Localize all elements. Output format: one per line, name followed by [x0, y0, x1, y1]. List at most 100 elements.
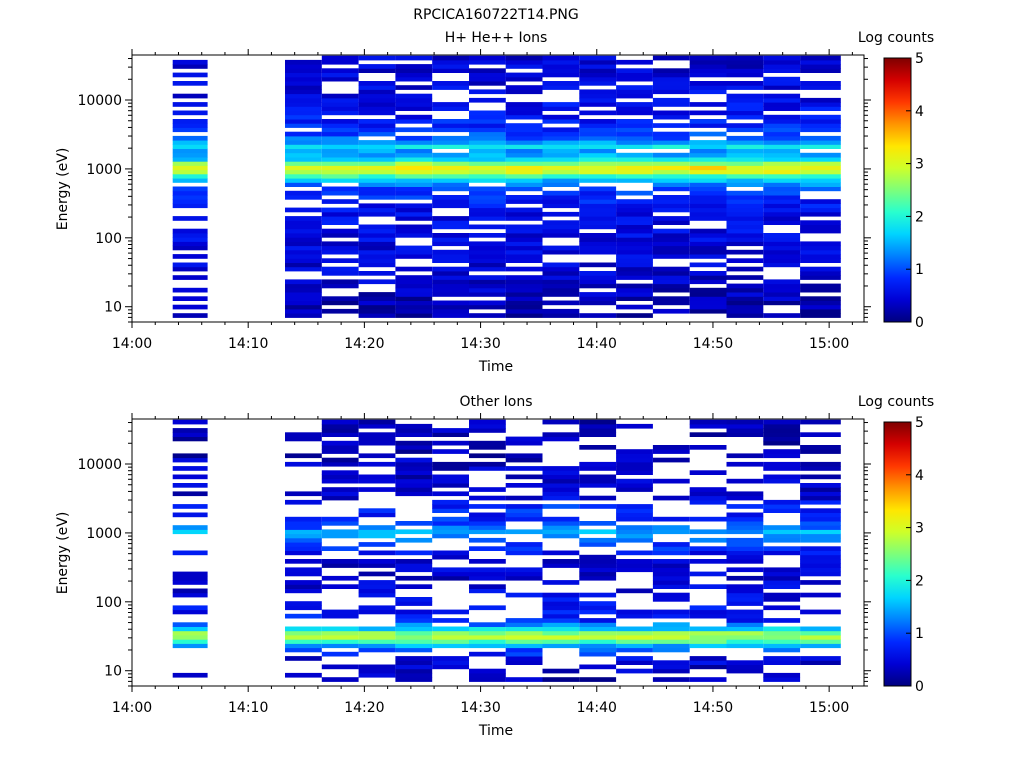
- heatmap-cell: [800, 283, 841, 289]
- heatmap-cell: [172, 148, 208, 154]
- heatmap-cell: [689, 64, 727, 69]
- heatmap-cell: [579, 216, 617, 221]
- heatmap-cell: [616, 567, 653, 573]
- heatmap-cell: [358, 157, 396, 162]
- heatmap-cell: [726, 516, 764, 522]
- heatmap-cell: [469, 241, 506, 247]
- heatmap-cell: [469, 635, 506, 640]
- heatmap-cell: [763, 300, 801, 306]
- heatmap-cell: [395, 457, 433, 463]
- heatmap-cell: [579, 89, 617, 95]
- heatmap-cell: [652, 677, 690, 682]
- heatmap-cell: [652, 563, 690, 568]
- heatmap-cell: [285, 169, 322, 175]
- heatmap-cell: [800, 432, 841, 437]
- heatmap-cell: [395, 228, 433, 234]
- heatmap-cell: [505, 102, 543, 107]
- heatmap-cell: [542, 618, 580, 623]
- heatmap-cell: [689, 664, 727, 670]
- heatmap-cell: [358, 630, 396, 636]
- heatmap-cell: [726, 123, 764, 128]
- heatmap-cell: [652, 55, 690, 61]
- heatmap-cell: [652, 81, 690, 86]
- heatmap-cell: [432, 466, 469, 471]
- heatmap-cell: [172, 622, 208, 627]
- heatmap-cell: [172, 296, 208, 301]
- heatmap-cell: [652, 275, 690, 280]
- heatmap-cell: [542, 81, 580, 86]
- heatmap-cell: [172, 588, 208, 594]
- heatmap-cell: [321, 93, 359, 99]
- heatmap-cell: [726, 512, 764, 518]
- heatmap-cell: [652, 639, 690, 644]
- heatmap-cell: [285, 157, 322, 162]
- heatmap-cell: [726, 432, 764, 437]
- heatmap-cell: [652, 609, 690, 615]
- heatmap-cell: [432, 474, 469, 480]
- y-axis-label: Energy (eV): [55, 148, 71, 231]
- heatmap-cell: [542, 677, 580, 682]
- heatmap-cell: [616, 262, 653, 268]
- heatmap-cell: [505, 436, 543, 442]
- heatmap-cell: [800, 563, 841, 568]
- heatmap-cell: [505, 660, 543, 665]
- heatmap-cell: [505, 457, 543, 463]
- heatmap-cell: [505, 224, 543, 230]
- heatmap-cell: [469, 245, 506, 251]
- heatmap-cell: [579, 233, 617, 238]
- heatmap-cell: [542, 199, 580, 204]
- heatmap-cell: [358, 512, 396, 518]
- heatmap-cell: [579, 571, 617, 577]
- heatmap-cell: [395, 93, 433, 99]
- heatmap-cell: [542, 233, 580, 238]
- heatmap-cell: [579, 186, 617, 192]
- heatmap-cell: [689, 207, 727, 213]
- heatmap-cell: [800, 241, 841, 247]
- heatmap-cell: [358, 249, 396, 255]
- heatmap-cell: [469, 279, 506, 285]
- heatmap-cell: [172, 580, 208, 585]
- heatmap-cell: [763, 626, 801, 632]
- heatmap-cell: [800, 296, 841, 301]
- heatmap-cell: [321, 123, 359, 128]
- heatmap-cell: [395, 618, 433, 623]
- heatmap-cell: [505, 575, 543, 581]
- heatmap-cell: [172, 457, 208, 463]
- heatmap-cell: [579, 127, 617, 133]
- heatmap-cell: [395, 245, 433, 251]
- heatmap-cell: [172, 245, 208, 251]
- heatmap-cell: [763, 220, 801, 225]
- heatmap-cell: [542, 466, 580, 471]
- heatmap-cell: [321, 207, 359, 213]
- heatmap-cell: [395, 127, 433, 133]
- heatmap-cell: [579, 59, 617, 65]
- heatmap-cell: [469, 233, 506, 238]
- heatmap-cell: [505, 85, 543, 90]
- heatmap-cell: [726, 228, 764, 234]
- heatmap-cell: [689, 81, 727, 86]
- heatmap-cell: [432, 55, 469, 61]
- heatmap-cell: [505, 140, 543, 145]
- heatmap-cell: [616, 119, 653, 124]
- heatmap-cell: [285, 529, 322, 535]
- heatmap-cell: [505, 630, 543, 636]
- heatmap-cell: [432, 499, 469, 505]
- heatmap-cell: [689, 470, 727, 475]
- heatmap-cell: [505, 241, 543, 247]
- heatmap-cell: [432, 432, 469, 437]
- heatmap-cell: [689, 102, 727, 107]
- heatmap-cell: [285, 546, 322, 551]
- heatmap-cell: [172, 453, 208, 459]
- heatmap-cell: [800, 635, 841, 640]
- heatmap-cell: [505, 254, 543, 259]
- heatmap-cell: [726, 161, 764, 166]
- heatmap-cell: [395, 626, 433, 632]
- heatmap-cell: [616, 220, 653, 225]
- heatmap-cell: [432, 216, 469, 221]
- heatmap-cell: [652, 110, 690, 116]
- heatmap-cell: [469, 216, 506, 221]
- heatmap-cell: [652, 271, 690, 276]
- x-tick-label: 14:30: [460, 700, 500, 716]
- heatmap-cell: [321, 474, 359, 480]
- heatmap-cell: [652, 296, 690, 301]
